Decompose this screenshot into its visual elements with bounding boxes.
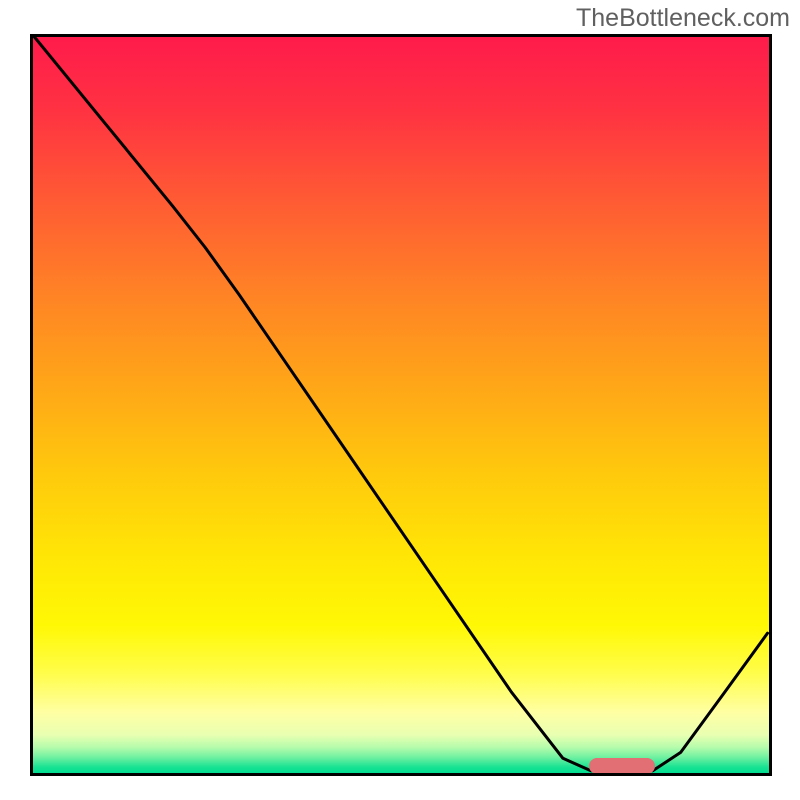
bottleneck-curve [33, 37, 769, 773]
bottleneck-heatmap-gradient [33, 37, 769, 773]
watermark-text: TheBottleneck.com [576, 4, 790, 33]
chart-plot-area [33, 37, 769, 773]
chart-frame [30, 34, 772, 776]
bottleneck-curve-path [34, 37, 767, 773]
optimal-range-marker [589, 758, 655, 773]
